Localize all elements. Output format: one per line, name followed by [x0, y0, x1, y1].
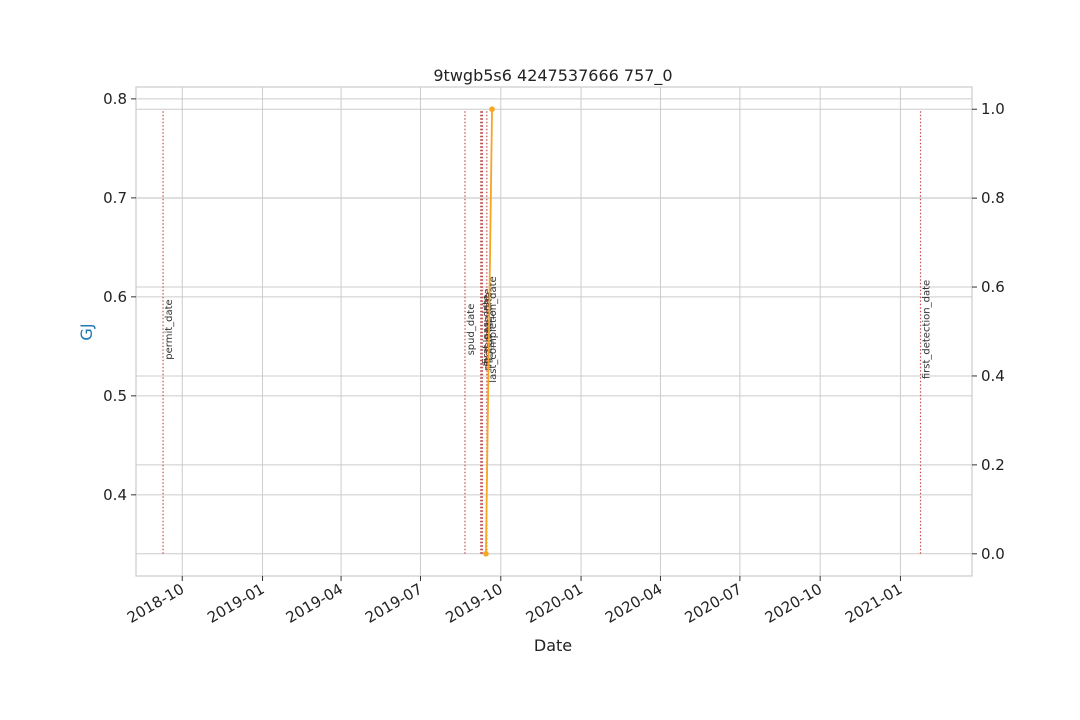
- event-lines: permit_datespud_datefirst_gas_daterig_re…: [162, 111, 933, 554]
- left-y-tick-label: 0.7: [103, 189, 127, 207]
- plot-frame: [135, 86, 973, 577]
- x-axis: 2018-10 2019-01 2019-04 2019-07 2019-10 2020-…: [124, 576, 905, 627]
- right-y-tick-label: 0.2: [981, 456, 1005, 474]
- x-tick-label: 2019-07: [362, 580, 425, 627]
- grid-layer: [136, 87, 972, 576]
- left-y-tick-label: 0.4: [103, 486, 127, 504]
- series-line: [485, 109, 493, 554]
- right-y-tick-label: 0.8: [981, 189, 1005, 207]
- event-label: spud_date: [466, 304, 477, 356]
- event-label: first_detection_date: [922, 280, 933, 379]
- series-point: [483, 550, 489, 557]
- left-y-tick-label: 0.5: [103, 387, 127, 405]
- x-tick-label: 2019-04: [283, 580, 346, 627]
- right-y-tick-label: 0.6: [981, 278, 1005, 296]
- x-tick-label: 2021-01: [842, 580, 905, 627]
- x-axis-label: Date: [534, 636, 572, 655]
- x-tick-label: 2020-07: [682, 580, 745, 627]
- left-y-tick-label: 0.8: [103, 90, 127, 108]
- right-y-tick-label: 1.0: [981, 100, 1005, 118]
- right-y-axis: 0.0 0.2 0.4 0.6 0.8 1.0: [972, 100, 1005, 563]
- x-tick-label: 2018-10: [124, 580, 187, 627]
- series-layer: [483, 106, 495, 557]
- right-y-tick-label: 0.0: [981, 545, 1005, 563]
- chart-title: 9twgb5s6 4247537666 757_0: [433, 66, 672, 86]
- x-tick-label: 2020-04: [602, 580, 665, 627]
- left-y-axis: 0.4 0.5 0.6 0.7 0.8: [103, 90, 136, 504]
- x-tick-label: 2019-10: [442, 580, 505, 627]
- x-tick-label: 2020-10: [762, 580, 825, 627]
- series-point: [489, 106, 495, 113]
- event-label: last_completion_date: [488, 276, 499, 382]
- x-tick-label: 2020-01: [523, 580, 586, 627]
- y-axis-label-left: GJ: [77, 323, 96, 340]
- x-tick-label: 2019-01: [204, 580, 267, 627]
- event-label: rig_release_date: [483, 288, 494, 370]
- left-y-tick-label: 0.6: [103, 288, 127, 306]
- event-label: permit_date: [164, 299, 175, 359]
- right-y-tick-label: 0.4: [981, 367, 1005, 385]
